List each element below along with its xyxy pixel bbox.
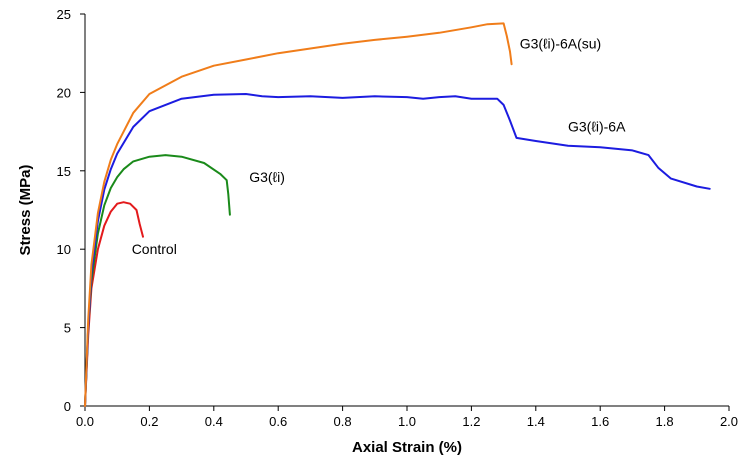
- y-axis-title: Stress (MPa): [17, 165, 34, 256]
- series-group: [84, 22, 711, 407]
- series-line-g3-i-6a: [84, 93, 711, 407]
- x-tick-label: 1.0: [398, 414, 416, 429]
- y-tick-label: 0: [64, 399, 71, 414]
- x-tick-label: 1.8: [656, 414, 674, 429]
- x-tick-label: 0.0: [76, 414, 94, 429]
- series-annotation: G3(ℓi)-6A: [568, 119, 626, 135]
- x-tick-label: 1.2: [462, 414, 480, 429]
- y-tick-label: 15: [57, 164, 71, 179]
- x-tick-label: 0.6: [269, 414, 287, 429]
- series-line-control: [84, 201, 144, 407]
- series-line-g3-i-6a-su: [84, 22, 513, 407]
- y-tick-label: 20: [57, 85, 71, 100]
- annotation-group: Control G3(ℓi) G3(ℓi)-6A G3(ℓi)-6A(su): [132, 35, 626, 256]
- x-tick-label: 0.2: [140, 414, 158, 429]
- x-tick-label: 1.6: [591, 414, 609, 429]
- x-axis-title: Axial Strain (%): [352, 439, 462, 456]
- x-tick-label: 1.4: [527, 414, 545, 429]
- x-ticks: 0.0 0.2 0.4 0.6 0.8 1.0 1.2 1.4 1.6 1.8 2.0: [76, 406, 738, 429]
- series-line-g3-i: [84, 154, 231, 407]
- series-annotation: G3(ℓi)-6A(su): [520, 35, 602, 51]
- x-tick-label: 0.4: [205, 414, 223, 429]
- series-annotation: Control: [132, 241, 177, 257]
- y-tick-label: 25: [57, 7, 71, 22]
- x-tick-label: 2.0: [720, 414, 738, 429]
- y-tick-label: 5: [64, 321, 71, 336]
- series-annotation: G3(ℓi): [249, 169, 285, 185]
- axes: [84, 14, 729, 407]
- y-ticks: 0 5 10 15 20 25: [57, 7, 85, 414]
- x-tick-label: 0.8: [334, 414, 352, 429]
- y-tick-label: 10: [57, 242, 71, 257]
